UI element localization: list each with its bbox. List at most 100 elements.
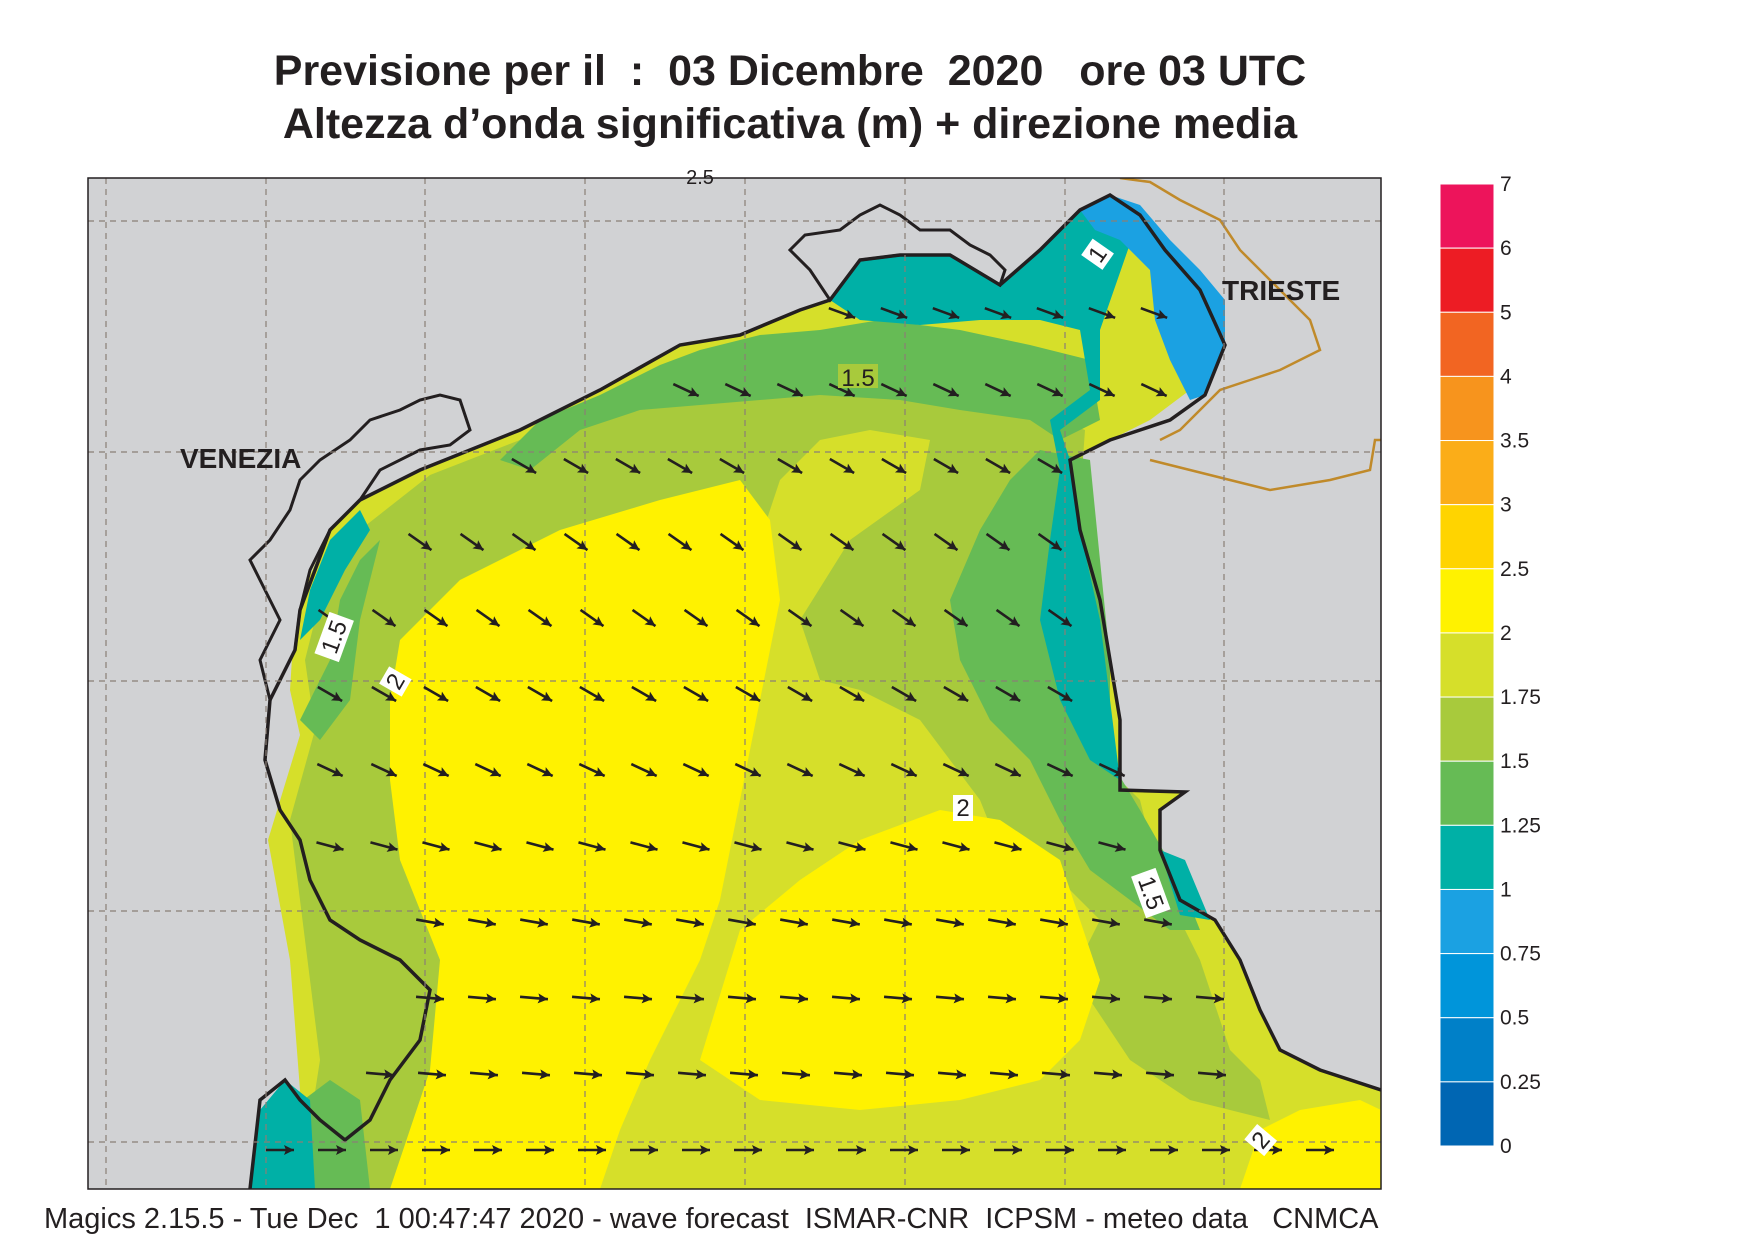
direction-arrow [839, 685, 865, 703]
direction-arrow [994, 762, 1022, 778]
direction-arrow [880, 382, 908, 398]
direction-arrow [1145, 1069, 1175, 1080]
direction-arrow [838, 841, 866, 852]
direction-arrow [1046, 762, 1074, 778]
direction-arrow [1140, 306, 1168, 320]
direction-arrow [829, 532, 855, 552]
map-frame [87, 177, 1382, 1190]
direction-arrow [787, 608, 813, 628]
legend-label: 1.5 [1500, 750, 1529, 773]
direction-arrow [467, 917, 497, 928]
direction-arrow [1037, 457, 1063, 475]
direction-arrow [891, 608, 917, 628]
direction-arrow [459, 532, 485, 552]
direction-arrow [526, 762, 554, 778]
legend-label: 0 [1500, 1135, 1512, 1158]
direction-arrow [942, 762, 970, 778]
direction-arrow [828, 306, 856, 320]
direction-arrow [729, 1069, 759, 1080]
direction-arrow [1046, 841, 1074, 852]
direction-arrow [890, 1145, 918, 1155]
direction-arrow [615, 457, 641, 475]
legend-color-box [1439, 504, 1495, 570]
direction-arrow [266, 1145, 294, 1155]
direction-arrow [883, 993, 913, 1004]
direction-arrow [1098, 762, 1126, 778]
legend-color-box [1439, 696, 1495, 762]
direction-arrow [318, 1145, 346, 1155]
direction-arrow [682, 1145, 710, 1155]
direction-arrow [777, 532, 803, 552]
direction-arrow [675, 917, 705, 928]
direction-arrow [1039, 993, 1069, 1004]
direction-arrow [467, 993, 497, 1004]
direction-arrow [415, 993, 445, 1004]
direction-arrow [571, 917, 601, 928]
legend-label: 0.75 [1500, 943, 1541, 966]
legend-label: 3 [1500, 494, 1512, 517]
direction-arrow [1143, 917, 1173, 928]
direction-arrow [987, 993, 1017, 1004]
direction-arrow [1047, 608, 1073, 628]
direction-arrow [474, 1145, 502, 1155]
direction-arrow [933, 457, 959, 475]
direction-arrow [1306, 1145, 1334, 1155]
direction-arrow [838, 1145, 866, 1155]
direction-arrow [563, 532, 589, 552]
contour-label: 1.5 [838, 364, 878, 392]
direction-arrow [1036, 382, 1064, 398]
direction-arrow [683, 608, 709, 628]
direction-arrow [787, 685, 813, 703]
direction-arrow [985, 532, 1011, 552]
direction-arrow [935, 993, 965, 1004]
direction-arrow [475, 685, 501, 703]
direction-arrow [735, 685, 761, 703]
direction-arrow [677, 1069, 707, 1080]
direction-arrow [563, 457, 589, 475]
legend-color-box [1439, 824, 1495, 890]
direction-arrow [883, 917, 913, 928]
direction-arrow [831, 993, 861, 1004]
direction-arrow [994, 841, 1022, 852]
direction-arrow [1039, 917, 1069, 928]
direction-arrow [942, 1145, 970, 1155]
legend-color-box [1439, 953, 1495, 1019]
direction-arrow [829, 457, 855, 475]
direction-arrow [630, 841, 658, 852]
direction-arrow [365, 1069, 395, 1080]
svg-text:2: 2 [956, 795, 969, 822]
direction-arrow [519, 993, 549, 1004]
direction-arrow [1088, 306, 1116, 320]
direction-arrow [735, 608, 761, 628]
direction-arrow [415, 917, 445, 928]
chart-title-line-2: Altezza d’onda significativa (m) + direz… [282, 100, 1298, 148]
direction-arrow [786, 1145, 814, 1155]
direction-arrow [422, 1145, 450, 1155]
direction-arrow [623, 993, 653, 1004]
direction-arrow [527, 608, 553, 628]
direction-arrow [942, 841, 970, 852]
direction-arrow [989, 1069, 1019, 1080]
contour-label: 2 [953, 795, 973, 822]
legend-label: 1.75 [1500, 686, 1541, 709]
legend-color-box [1439, 440, 1495, 506]
direction-arrow [317, 685, 343, 703]
direction-arrow [937, 1069, 967, 1080]
legend-label: 2.5 [1500, 558, 1529, 581]
direction-arrow [630, 1145, 658, 1155]
direction-arrow [667, 457, 693, 475]
wave-band-1-1.25-north [830, 200, 1140, 780]
wave-band-2-2.5-south [700, 810, 1100, 1110]
legend-color-box [1439, 311, 1495, 377]
graticule [88, 178, 1381, 1189]
direction-arrow [370, 762, 398, 778]
direction-arrow [571, 993, 601, 1004]
direction-arrow [995, 685, 1021, 703]
place-label-venezia: VENEZIA [180, 443, 301, 474]
direction-arrow [527, 685, 553, 703]
direction-arrow [779, 993, 809, 1004]
direction-arrow [623, 917, 653, 928]
direction-arrow [615, 532, 641, 552]
direction-arrow [943, 608, 969, 628]
